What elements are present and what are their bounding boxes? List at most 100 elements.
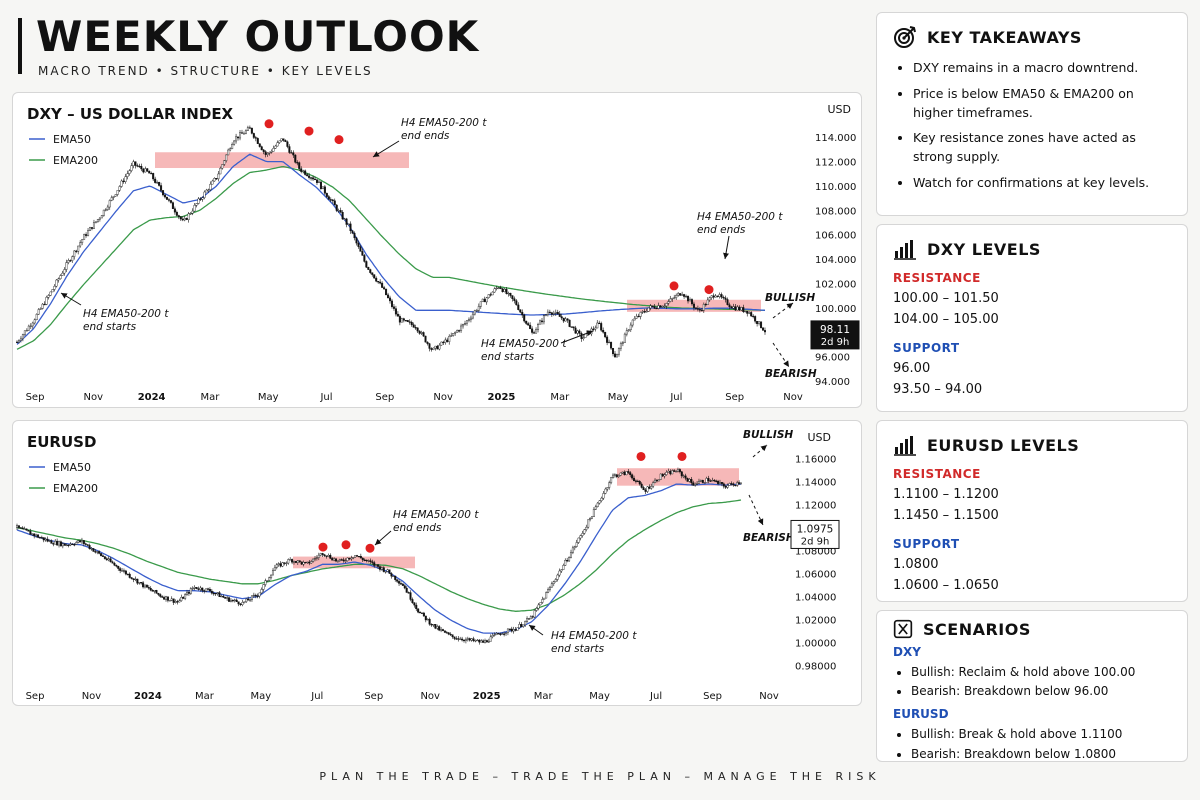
candle-body	[732, 306, 735, 309]
candle-body	[706, 299, 709, 305]
candle-body	[128, 170, 131, 174]
candle-body	[455, 638, 458, 640]
candle-body	[469, 317, 472, 320]
chart-annotation: H4 EMA50-200 t end ends	[393, 509, 479, 534]
candle-body	[239, 132, 242, 139]
candle-body	[508, 628, 511, 630]
candle-body	[680, 471, 683, 477]
dxy-resistance-level: 104.00 – 105.00	[893, 312, 999, 327]
header-accent-bar	[18, 18, 22, 74]
candle-body	[394, 308, 397, 315]
candle-body	[69, 260, 72, 262]
chart-annotation: H4 EMA50-200 t end ends	[401, 117, 487, 142]
candle-body	[514, 629, 517, 631]
candle-body	[485, 640, 488, 643]
x-tick-label: May	[251, 691, 272, 702]
candle-body	[581, 533, 584, 536]
candle-body	[533, 332, 536, 334]
eurusd-support-label: SUPPORT	[893, 537, 960, 551]
candle-body	[596, 502, 599, 507]
candle-body	[262, 149, 265, 152]
candle-body	[331, 199, 334, 201]
candle-body	[556, 574, 559, 580]
candle-body	[365, 261, 368, 268]
page-subtitle: MACRO TREND • STRUCTURE • KEY LEVELS	[38, 64, 373, 78]
candle-body	[142, 582, 145, 588]
candle-body	[529, 616, 532, 620]
candle-body	[408, 321, 411, 323]
candle-body	[327, 554, 330, 557]
dxy-levels-heading: DXY LEVELS	[927, 239, 1041, 259]
candle-body	[712, 295, 715, 298]
candle-body	[323, 186, 326, 194]
annotation-arrow	[60, 292, 82, 306]
candle-body	[157, 593, 160, 595]
candle-body	[111, 561, 114, 564]
target-icon	[894, 26, 916, 48]
candle-body	[516, 627, 519, 631]
candle-body	[387, 294, 390, 299]
axis-unit-label: USD	[807, 431, 831, 444]
footer-tagline: PLAN THE TRADE – TRADE THE PLAN – MANAGE…	[319, 770, 881, 783]
candle-body	[317, 554, 320, 558]
candle-body	[619, 343, 622, 349]
candle-body	[487, 294, 490, 299]
candle-body	[463, 639, 466, 642]
candle-body	[717, 481, 720, 484]
candle-body	[53, 285, 56, 290]
candle-body	[637, 315, 640, 318]
candle-body	[177, 215, 180, 218]
y-tick-label: 104.000	[815, 255, 856, 266]
candle-body	[580, 333, 583, 339]
candle-body	[564, 560, 567, 566]
chart-annotation: BEARISH	[765, 368, 817, 380]
candle-body	[608, 341, 611, 344]
y-tick-label: 100.000	[815, 304, 856, 315]
x-tick-label: 2025	[473, 691, 501, 702]
eurusd-resistance-label: RESISTANCE	[893, 467, 981, 481]
candle-body	[468, 638, 471, 641]
candle-body	[756, 321, 759, 324]
candle-body	[231, 144, 234, 149]
candle-body	[304, 561, 307, 564]
candle-body	[556, 311, 559, 315]
candle-body	[641, 311, 644, 313]
candle-body	[321, 186, 324, 190]
chart-annotation: H4 EMA50-200 t end starts	[481, 338, 567, 363]
candle-body	[527, 323, 530, 326]
candle-body	[657, 305, 660, 309]
candle-body	[169, 200, 172, 203]
candle-body	[592, 328, 595, 330]
candle-body	[214, 592, 217, 595]
candle-body	[568, 557, 571, 562]
candle-body	[81, 239, 84, 243]
annotation-arrow	[752, 444, 768, 458]
candle-body	[472, 638, 475, 641]
candle-body	[694, 307, 697, 309]
candle-body	[150, 172, 153, 175]
candle-body	[233, 599, 236, 601]
candle-body	[180, 596, 183, 601]
candle-body	[566, 318, 569, 321]
last-price-countdown: 2d 9h	[821, 337, 850, 348]
candle-body	[714, 295, 717, 298]
legend-label-ema50: EMA50	[53, 133, 91, 146]
candle-body	[690, 479, 693, 483]
candle-body	[479, 301, 482, 307]
candle-body	[683, 294, 686, 297]
y-tick-label: 1.06000	[795, 569, 836, 580]
candle-body	[485, 297, 488, 303]
candle-body	[724, 297, 727, 300]
x-tick-label: Mar	[195, 691, 215, 702]
candle-body	[608, 482, 611, 488]
candle-body	[317, 181, 320, 183]
candle-body	[382, 567, 385, 572]
candle-body	[25, 330, 28, 332]
candle-body	[136, 578, 139, 584]
candle-body	[298, 560, 301, 562]
candle-body	[582, 337, 585, 339]
candle-body	[535, 608, 538, 611]
candle-body	[655, 479, 658, 482]
candle-body	[392, 575, 395, 578]
candle-body	[222, 595, 225, 598]
